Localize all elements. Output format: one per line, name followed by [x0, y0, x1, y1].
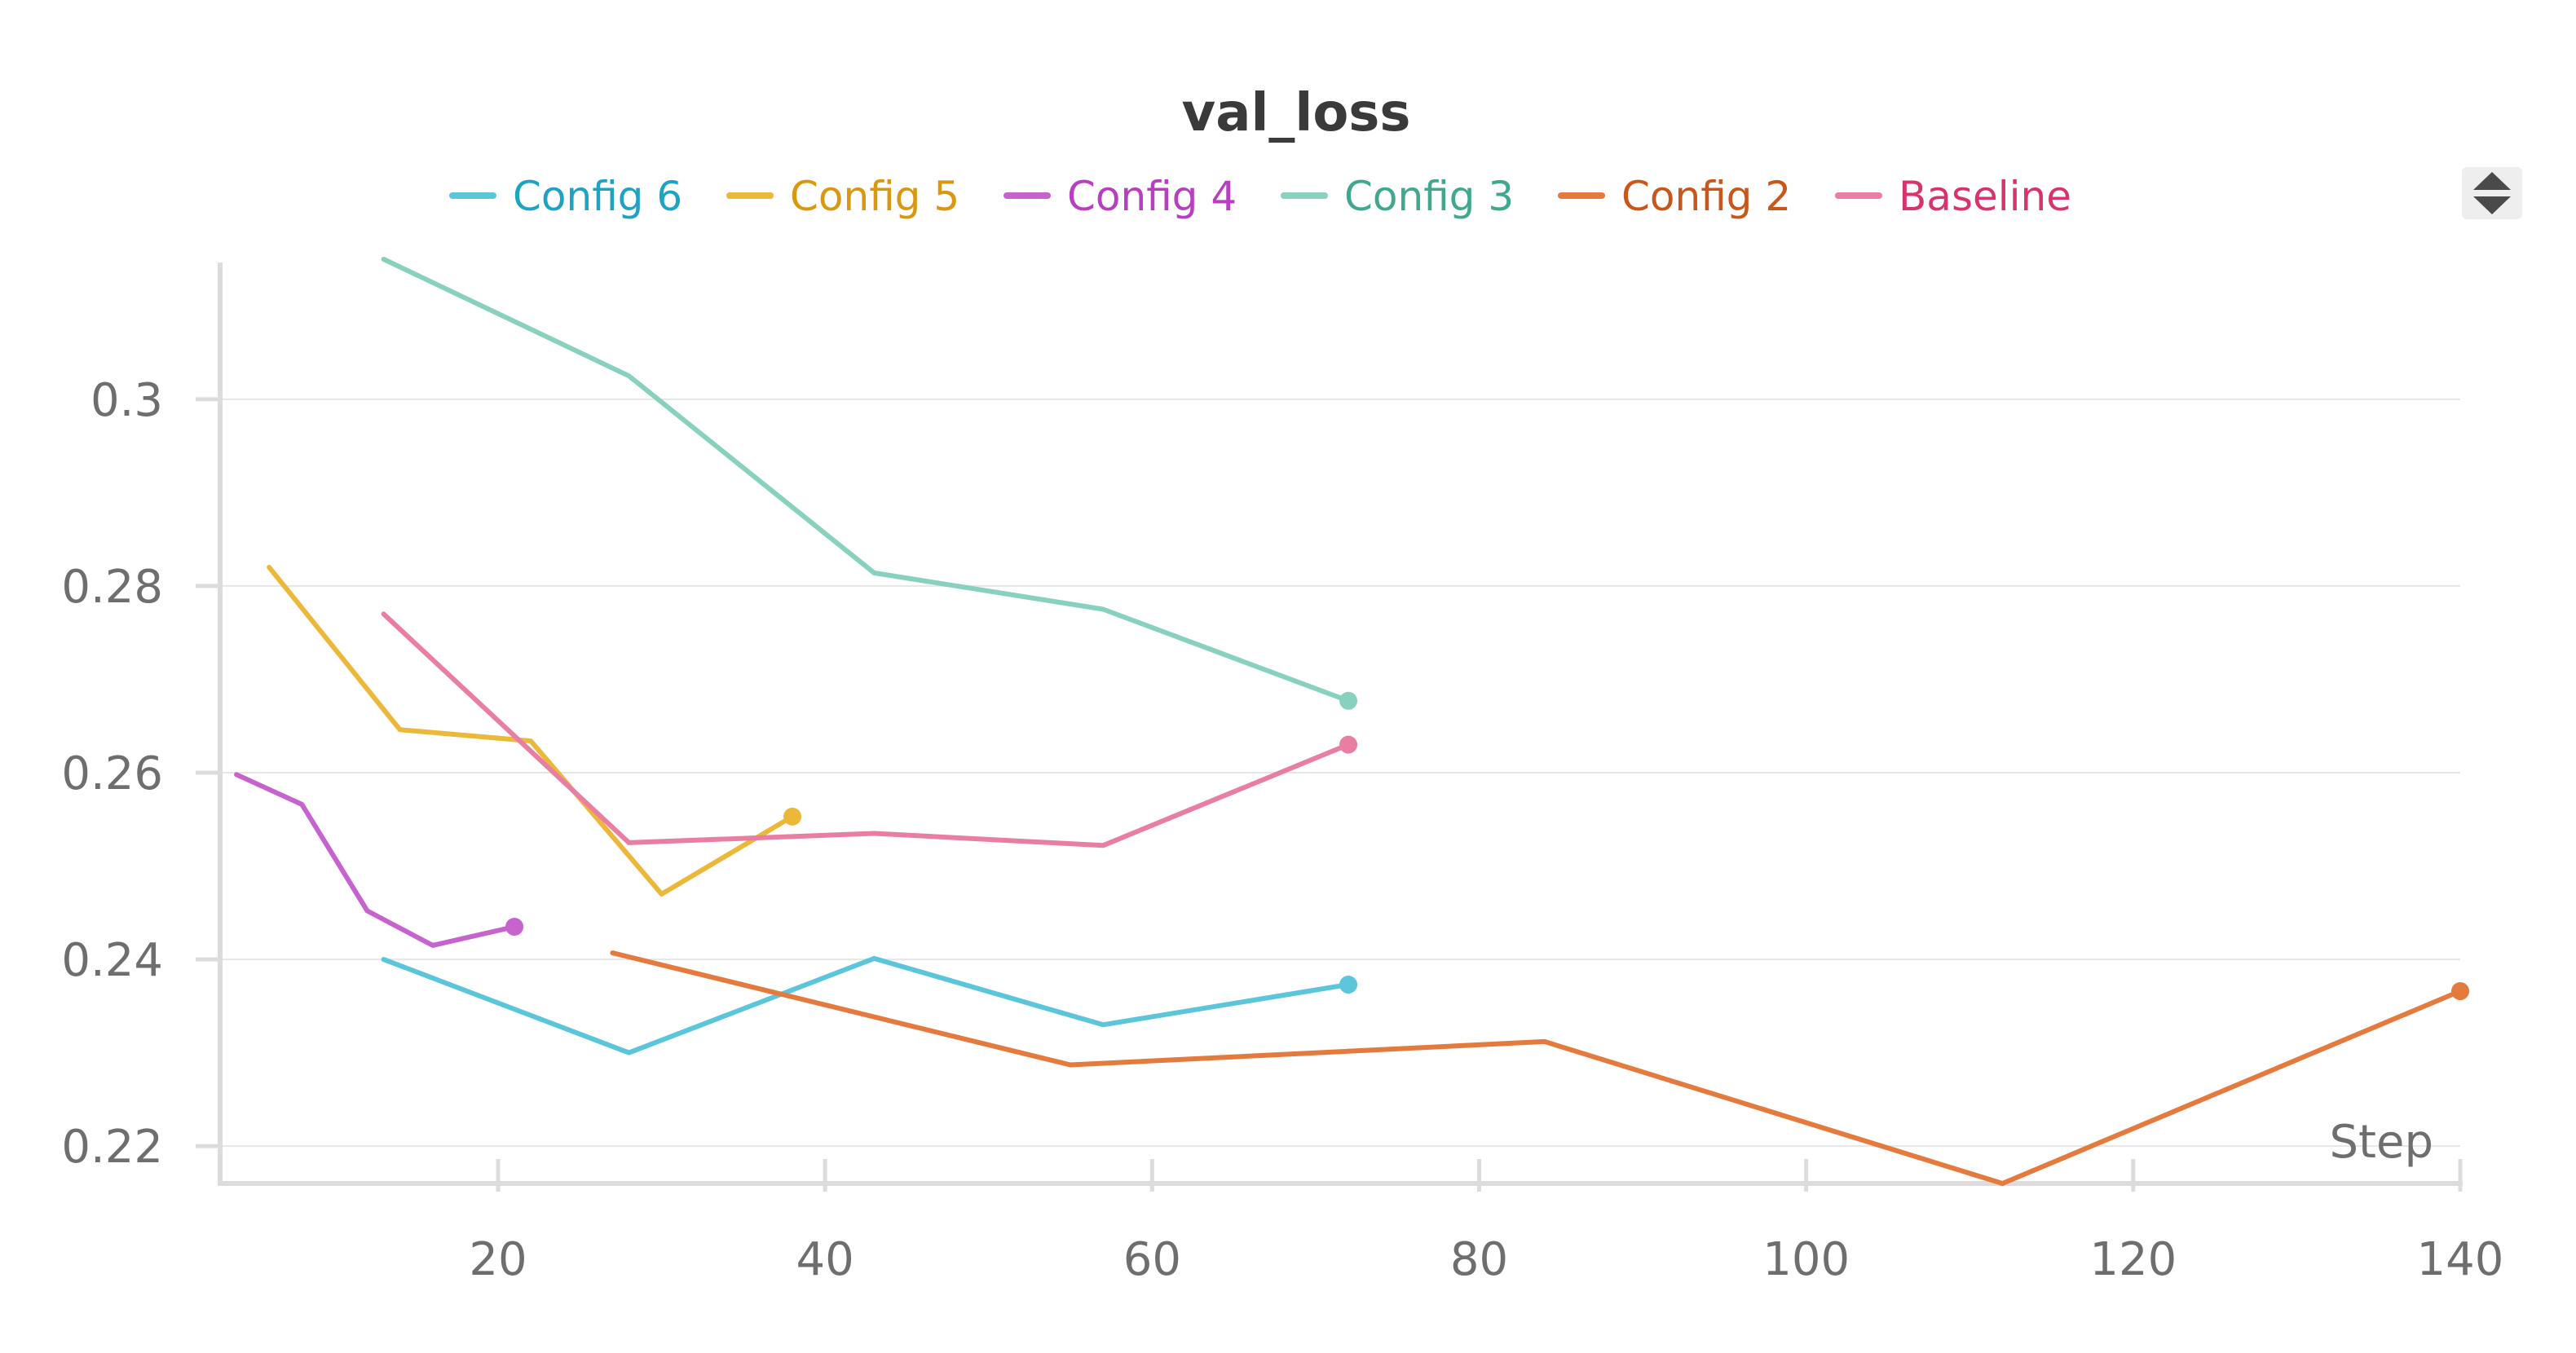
series-end-point-config-5	[783, 807, 802, 826]
y-tick-label: 0.3	[90, 374, 163, 427]
legend-label: Config 4	[1067, 173, 1237, 220]
axes: 0.22 0.24 0.26 0.28 0.3 20 40 60 80 100 120 140	[61, 262, 2503, 1286]
grid	[220, 398, 2460, 1148]
x-tick-label: 140	[2417, 1233, 2504, 1286]
legend-item-baseline[interactable]: Baseline	[1835, 173, 2071, 220]
x-tick-label: 120	[2089, 1233, 2177, 1286]
legend-label: Baseline	[1899, 173, 2071, 220]
series-line-config-4	[234, 772, 518, 948]
series-end-point-config-2	[2451, 982, 2469, 1001]
series-end-point-baseline	[1339, 735, 1358, 754]
legend: Config 6 Config 5 Config 4 Config 3 Config 2…	[449, 173, 2071, 220]
x-axis-title: Step	[2329, 1116, 2433, 1169]
series-end-point-config-6	[1339, 976, 1358, 994]
series-line-config-2	[610, 950, 2463, 1186]
legend-label: Config 6	[513, 173, 682, 220]
x-tick-label: 60	[1123, 1233, 1181, 1286]
legend-item-config-6[interactable]: Config 6	[449, 173, 682, 220]
y-tick-label: 0.24	[61, 934, 163, 987]
y-tick-label: 0.22	[61, 1121, 163, 1174]
y-tick-label: 0.28	[61, 561, 163, 614]
series-end-point-config-4	[505, 918, 524, 936]
x-tick-label: 100	[1762, 1233, 1850, 1286]
legend-item-config-5[interactable]: Config 5	[726, 173, 959, 220]
series-end-point-config-3	[1339, 691, 1358, 710]
y-tick-label: 0.26	[61, 747, 163, 800]
legend-item-config-4[interactable]: Config 4	[1003, 173, 1237, 220]
x-tick-label: 80	[1450, 1233, 1508, 1286]
legend-item-config-3[interactable]: Config 3	[1281, 173, 1514, 220]
legend-label: Config 3	[1344, 173, 1514, 220]
series-line-config-6	[381, 955, 1351, 1056]
sort-up-down-icon[interactable]	[2462, 167, 2522, 219]
series-line-config-3	[381, 257, 1351, 703]
x-tick-label: 20	[469, 1233, 527, 1286]
legend-label: Config 2	[1621, 173, 1791, 220]
series-line-config-5	[267, 565, 795, 897]
series-group	[234, 257, 2469, 1186]
series-line-baseline	[381, 611, 1351, 848]
legend-item-config-2[interactable]: Config 2	[1558, 173, 1791, 220]
legend-label: Config 5	[790, 173, 959, 220]
x-tick-label: 40	[796, 1233, 854, 1286]
chart-title: val_loss	[1182, 83, 1411, 143]
